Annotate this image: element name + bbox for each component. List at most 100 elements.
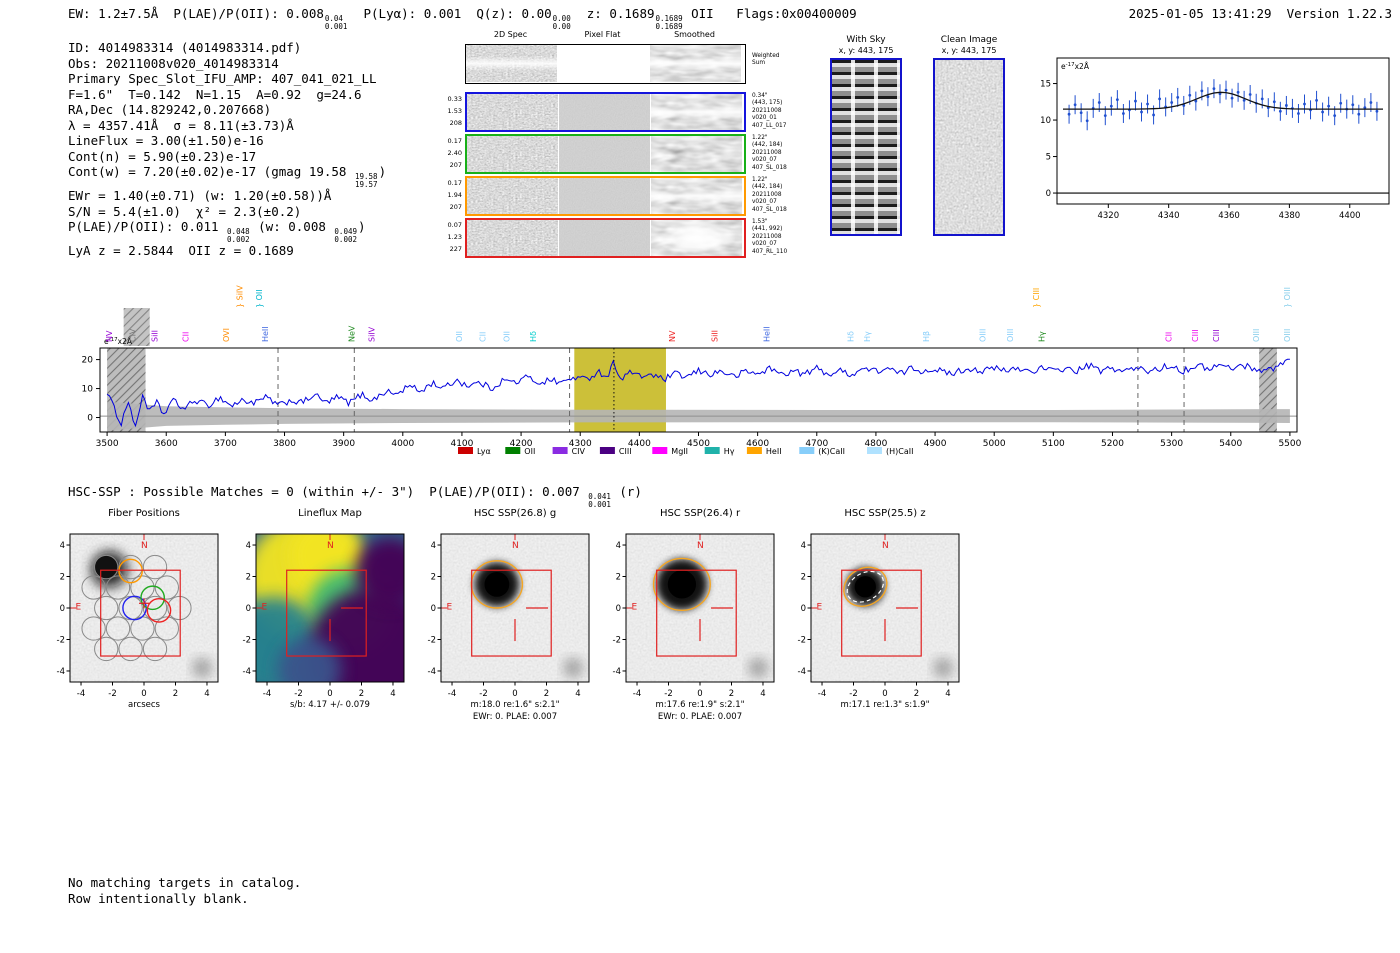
fraction-sub: 0.1689 xyxy=(655,21,683,31)
text-run: λ = 4357.41Å σ = 8.11(±3.73)Å xyxy=(68,117,294,133)
x-tick-label: 0 xyxy=(697,689,702,699)
spec2d-image xyxy=(559,178,650,214)
x-tick-label: 4320 xyxy=(1097,211,1119,221)
with-sky-image xyxy=(830,58,902,236)
spec2d-image xyxy=(651,178,742,214)
spec2d-image-cell xyxy=(651,220,742,256)
spec2d-image xyxy=(466,45,557,82)
detection-info: ID: 4014983314 (4014983314.pdf) Obs: 2021… xyxy=(68,40,386,259)
spec2d-image-cell xyxy=(467,136,558,172)
highlight-fiber-circle xyxy=(118,558,143,584)
spec2d-column-title: Pixel Flat xyxy=(584,30,621,39)
legend-label: OII xyxy=(524,447,535,456)
text-run: ) xyxy=(358,219,366,234)
zoomed-spectrum-plot: 0 5 10 15 4320 4340 4360 4380 4400 e-17x2Å xyxy=(1040,57,1390,221)
x-tick-label: -2 xyxy=(108,689,116,699)
x-tick-label: 4300 xyxy=(569,439,592,449)
y-tick-label: 20 xyxy=(82,356,94,366)
fiber-circle xyxy=(94,595,119,621)
source-core xyxy=(667,570,697,599)
y-tick-label: 0 xyxy=(1046,189,1051,199)
text-run: EWr = 1.40(±0.71) (w: 1.20(±0.58))Å xyxy=(68,188,332,203)
fraction-sub: 0.00 xyxy=(552,21,571,31)
catalog-red-box xyxy=(841,569,922,657)
spec2d-image-cell xyxy=(559,178,650,214)
faint-source-blob xyxy=(192,657,213,678)
faint-source-blob xyxy=(748,657,769,678)
sersic-dashed-ellipse xyxy=(846,570,885,603)
y-tick-label: -4 xyxy=(243,667,251,677)
clean-image-noise xyxy=(935,60,1003,234)
emission-line-label: } OII xyxy=(255,289,264,308)
legend-swatch xyxy=(867,447,882,454)
y-tick-label: -2 xyxy=(613,635,621,645)
spec2d-image xyxy=(467,178,558,214)
fiber-left-value: 1.53 xyxy=(447,107,462,115)
fiber-left-value: 0.07 xyxy=(447,221,462,229)
info-line: Primary Spec_Slot_IFU_AMP: 407_041_021_L… xyxy=(68,71,386,87)
emission-line-label: NV xyxy=(105,330,114,342)
legend-label: HeII xyxy=(766,447,782,456)
emission-line-label: CIV xyxy=(128,328,137,342)
text-run: (w: 0.008 xyxy=(250,219,334,234)
x-tick-label: 5200 xyxy=(1101,439,1124,449)
x-tick-label: 4 xyxy=(390,689,395,699)
fiber-right-value: 407_LL_017 xyxy=(752,122,787,129)
stacked-fraction: 0.04 0.001 xyxy=(325,15,348,30)
stacked-fraction: 0.00 0.00 xyxy=(553,15,571,30)
highlight-fiber-circle xyxy=(140,585,166,611)
spec2d-image-cell xyxy=(559,136,650,172)
y-tick-label: -4 xyxy=(428,667,436,677)
fiber-right-value: 0.34" xyxy=(752,93,768,99)
text-run: Cont(n) = 5.90(±0.23)e-17 xyxy=(68,148,257,164)
fiber-row-left-labels: 0.33 1.53 208 xyxy=(438,93,462,129)
info-line: P(LAE)/P(OII): 0.011 0.048 0.002 (w: 0.00… xyxy=(68,219,386,243)
fiber-right-value: 20211008 xyxy=(752,191,782,198)
cutout-image-area xyxy=(70,534,218,682)
cutout-caption: EWr: 0. PLAE: 0.007 xyxy=(472,712,558,722)
text-run: z: 0.1689 xyxy=(571,6,655,21)
x-tick-label: 2 xyxy=(544,689,549,699)
spec2d-panel: 2D Spec Pixel Flat Smoothed Weighted Sum 0.33… xyxy=(448,26,795,261)
header-summary-line: EW: 1.2±7.5Å P(LAE)/P(OII): 0.008 0.04 0.0… xyxy=(68,6,857,30)
cutout-noise xyxy=(441,534,589,682)
fiber-left-value: 1.94 xyxy=(447,191,462,199)
fiber-left-value: 227 xyxy=(449,245,462,253)
fiber-row-left-labels: 0.07 1.23 227 xyxy=(438,219,462,255)
fiber-row-left-labels: 0.17 1.94 207 xyxy=(438,177,462,213)
y-tick-label: 15 xyxy=(1040,80,1051,90)
x-tick-label: -2 xyxy=(479,689,487,699)
x-tick-label: 4340 xyxy=(1158,211,1180,221)
compass-north-label: N xyxy=(882,541,889,551)
info-line: RA,Dec (14.829242,0.207668) xyxy=(68,102,386,118)
cutout-caption: arcsecs xyxy=(128,700,160,710)
legend-swatch xyxy=(704,447,720,454)
y-tick-label: 4 xyxy=(801,541,806,551)
fiber-row xyxy=(465,218,746,258)
fiber-right-value: (442, 184) xyxy=(752,142,783,149)
fiber-circle xyxy=(81,616,106,641)
x-tick-label: 4800 xyxy=(864,439,887,449)
x-tick-label: 2 xyxy=(173,689,178,699)
cutout-title: HSC SSP(26.4) r xyxy=(659,508,741,519)
emission-line-label: CII xyxy=(479,332,488,342)
emission-line-label: } CIII xyxy=(1032,288,1041,308)
x-tick-label: 5300 xyxy=(1160,439,1183,449)
legend: Lyα OII CIV CIII MgII Hγ HeII (K)CaII (H)CaII xyxy=(458,447,913,456)
emission-line-label: OVI xyxy=(222,328,231,342)
spec2d-image-cell xyxy=(558,45,649,82)
spec2d-column-title: Smoothed xyxy=(674,30,715,39)
fiber-circle xyxy=(94,636,119,662)
fiber-left-value: 208 xyxy=(449,119,462,127)
cutout-image-area xyxy=(256,534,404,682)
compass-east-label: E xyxy=(817,602,823,612)
cutout-caption: EWr: 0. PLAE: 0.007 xyxy=(657,712,743,722)
cutout-noise xyxy=(626,534,774,682)
text-run: P(LAE)/P(OII): 0.011 xyxy=(68,219,227,234)
text-run: P(Lyα): 0.001 Q(z): 0.00 xyxy=(348,6,552,21)
y-tick-label: -2 xyxy=(798,635,806,645)
emission-line-label: } SiIV xyxy=(236,285,245,308)
spec2d-image xyxy=(467,220,558,256)
spec2d-image xyxy=(651,136,742,172)
emission-line-label: SiII xyxy=(150,330,159,342)
